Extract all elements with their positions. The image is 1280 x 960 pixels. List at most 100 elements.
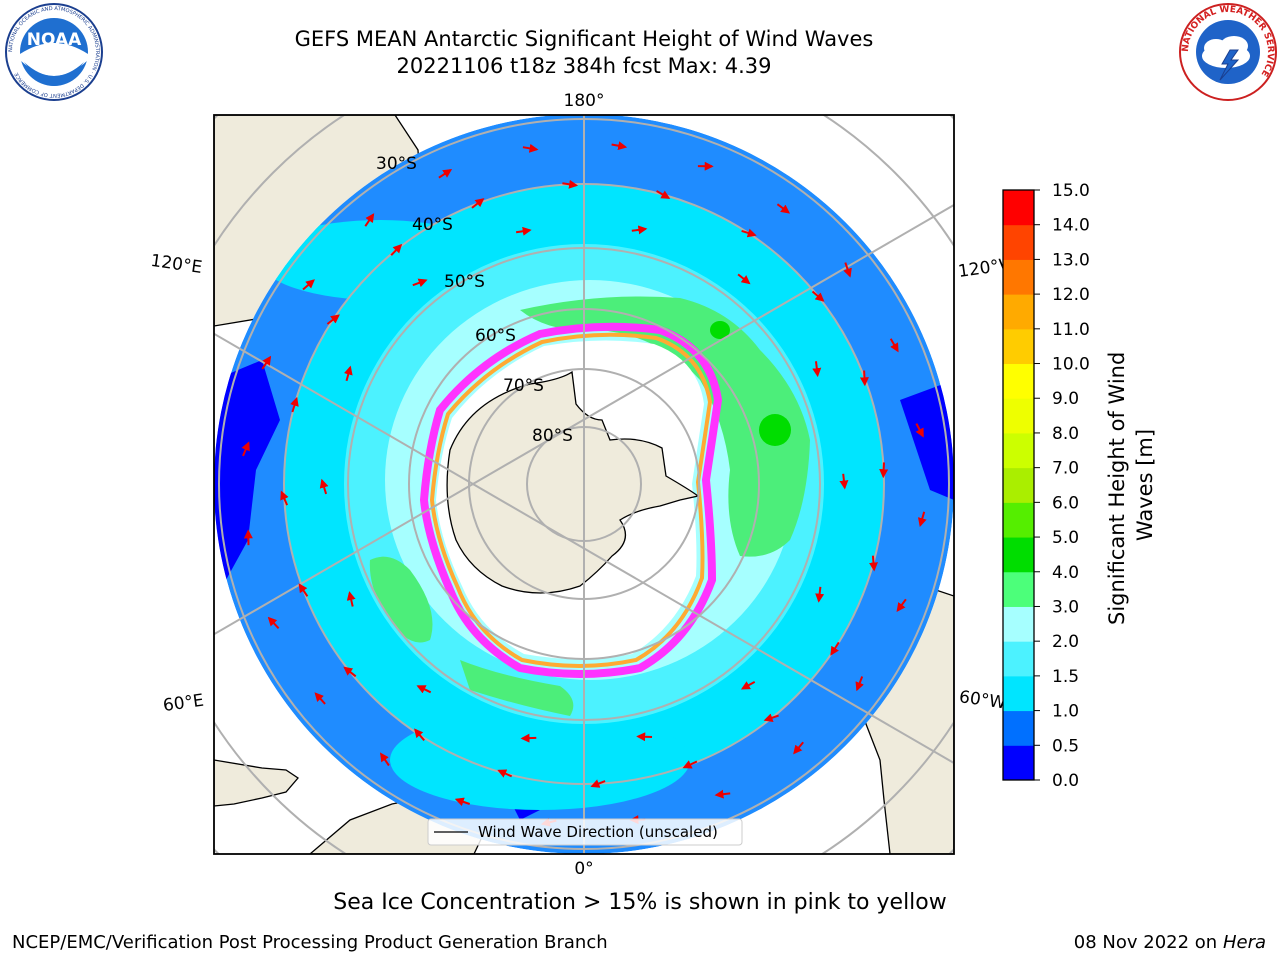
wind-arrow [343,365,353,382]
wind-arrow [793,741,804,755]
wave-band-1-15 [260,220,500,300]
wind-arrow [815,586,825,603]
wind-arrow [656,190,671,199]
colorbar-segment [1003,710,1034,746]
wind-arrow [590,779,606,788]
wind-arrow [915,423,924,438]
colorbar-tick-label: 4.0 [1052,563,1079,583]
wind-arrow [741,228,757,238]
colorbar-tick-label: 1.0 [1052,702,1079,722]
colorbar-segment [1003,502,1034,538]
wave-band-1-15 [390,710,690,810]
colorbar-tick-label: 13.0 [1052,250,1090,270]
wind-arrow [631,225,648,235]
label-30s: 30°S [376,154,417,174]
label-0: 0° [574,859,593,879]
colorbar-segment [1003,432,1034,469]
colorbar-segment [1003,328,1034,365]
colorbar-segment [1003,363,1034,399]
colorbar-segment [1003,398,1034,434]
wind-arrow [562,179,579,189]
label-50s: 50°S [444,272,485,292]
wind-arrow [261,355,272,370]
wind-arrow [740,681,756,690]
wind-arrow [298,583,309,597]
colorbar-tick-label: 2.0 [1052,632,1079,652]
label-40s: 40°S [412,215,453,235]
colorbar-segment [1003,467,1034,503]
wind-arrow [314,692,326,705]
wind-arrow [636,732,653,742]
colorbar-tick-label: 7.0 [1052,459,1079,479]
wind-arrow [889,338,899,353]
land-africa [214,759,299,807]
graticule [214,115,954,854]
colorbar-frame [1002,189,1035,781]
colorbar-tick-label: 0.0 [1052,771,1079,791]
wind-arrow [319,478,329,495]
colorbar-segment [1003,190,1034,226]
colorbar-tick-label: 14.0 [1052,216,1090,236]
colorbar-tick-label: 3.0 [1052,597,1079,617]
map-frame [213,114,955,855]
parallel-labels: 30°S 40°S 50°S 60°S 70°S 80°S [376,154,573,446]
wind-arrow [241,441,250,457]
wind-arrow [267,616,280,629]
legend-label: Wind Wave Direction (unscaled) [478,823,718,841]
run-host: Hera [1222,932,1266,953]
map-area: Wind Wave Direction (unscaled) [214,115,954,854]
chart-subtitle: 20221106 t18z 384h fcst Max: 4.39 [396,54,772,78]
colorbar-tick-label: 8.0 [1052,424,1079,444]
colorbar-tick-label: 11.0 [1052,320,1090,340]
wind-arrow [917,511,927,528]
label-180: 180° [564,91,605,111]
sea-ice-edge-inner [429,332,713,668]
colorbar: 0.0 0.5 1.0 1.5 2.0 3.0 4.0 5.0 6.0 7.0 8.0 9.0 10.0… [1002,181,1090,791]
colorbar-segment [1003,571,1034,607]
wind-arrow [812,361,822,378]
wind-arrow [830,641,840,656]
colorbar-label: Significant Height of Wind Waves [m] [1105,345,1157,625]
colorbar-segment [1003,675,1034,712]
wind-arrow [515,226,532,236]
colorbar-tick-label: 1.5 [1052,667,1079,687]
wind-arrow [346,591,356,607]
run-date: 08 Nov 2022 on Hera [1074,932,1266,953]
wind-arrow [737,273,751,285]
wind-arrow [869,555,878,572]
wind-arrow [611,141,628,151]
sea-ice-note: Sea Ice Concentration > 15% is shown in … [333,890,947,915]
wind-arrow [843,262,852,278]
label-80s: 80°S [532,426,573,446]
wind-arrow [859,370,869,387]
credit-line: NCEP/EMC/Verification Post Processing Pr… [12,932,608,953]
colorbar-segment [1003,294,1034,330]
wind-arrow [497,769,513,778]
wind-arrow [343,666,357,678]
wind-arrow [896,598,907,612]
chart-title: GEFS MEAN Antarctic Significant Height o… [294,27,874,51]
wind-arrow [879,462,889,479]
wind-arrow [379,752,390,767]
label-60w: 60°W [958,687,1007,713]
wind-arrow [471,198,485,209]
wind-arrow [290,396,299,413]
wind-arrow [326,314,340,325]
wind-arrow [302,279,315,291]
colorbar-tick-label: 15.0 [1052,181,1090,201]
colorbar-tick-label: 9.0 [1052,389,1079,409]
colorbar-tick-label: 6.0 [1052,493,1079,513]
colorbar-tick-label: 5.0 [1052,528,1079,548]
wind-arrow [412,278,428,288]
wind-arrow [280,490,289,506]
sea-ice-edge [419,322,723,678]
wind-arrow [839,473,849,490]
run-date-text: 08 Nov 2022 on [1073,932,1218,953]
wind-arrow [714,789,731,799]
wind-arrow [776,203,791,214]
wind-arrow [855,676,864,692]
colorbar-segment [1003,224,1034,260]
wave-band-3-4 [460,660,574,716]
colorbar-tick-label: 10.0 [1052,355,1090,375]
wind-arrow [414,728,425,742]
